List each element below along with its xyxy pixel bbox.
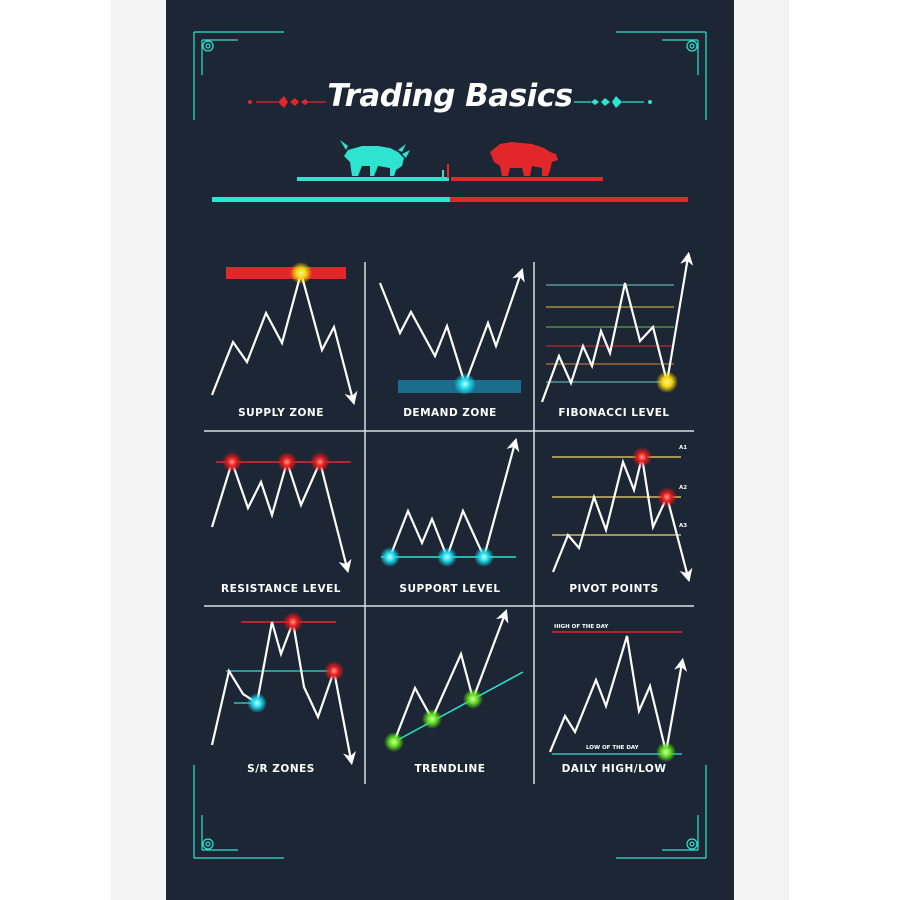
panel-resistance-chart [210,452,352,574]
pivot-a2-label: A2 [679,485,688,491]
demand-low-marker [454,373,476,395]
poster-graphics [193,31,707,859]
panel-label-support-level: SUPPORT LEVEL [399,583,501,595]
supply-peak-marker [290,262,312,284]
bear-candle [447,164,449,178]
panel-pivot-chart [551,447,693,583]
bear-bar [451,177,603,181]
panel-fibonacci-chart [540,251,694,403]
grid-dividers [204,262,694,784]
bear-icon [490,142,558,176]
panel-supply-zone-chart [210,262,358,406]
panel-label-demand-zone: DEMAND ZONE [403,407,497,419]
panel-demand-zone-chart [378,268,525,395]
pivot-a1-label: A1 [679,445,688,451]
panel-label-fibonacci-level: FIBONACCI LEVEL [558,407,670,419]
title-ornament-right [574,96,652,108]
panel-sr-zones-chart [210,612,356,766]
left-gutter [111,0,166,900]
trading-basics-poster: Trading Basics SUPPLY ZONE DEMAND ZONE F… [166,0,734,900]
panel-label-pivot-points: PIVOT POINTS [569,583,659,595]
underline-bear [450,197,688,202]
panel-label-resistance-level: RESISTANCE LEVEL [221,583,341,595]
poster-title: Trading Basics [327,78,573,114]
bull-icon [340,140,410,176]
trendline-line [393,671,524,743]
corner-ornament-icon [193,31,707,859]
panel-daily-high-low-chart [548,631,688,762]
panel-label-daily-high-low: DAILY HIGH/LOW [561,763,667,775]
panel-trendline-chart [384,609,524,752]
fibonacci-retrace-marker [656,371,678,393]
pivot-a3-label: A3 [679,523,688,529]
title-ornament-left [248,96,326,108]
low-of-day-label: LOW OF THE DAY [586,745,639,751]
high-of-day-label: HIGH OF THE DAY [554,624,609,630]
panel-label-trendline: TRENDLINE [414,763,486,775]
underline-bull [212,197,450,202]
right-gutter [734,0,789,900]
bull-bar [297,177,449,181]
panel-label-sr-zones: S/R ZONES [247,763,315,775]
bull-candle [442,170,444,178]
supply-zone-band [226,267,346,279]
panel-label-supply-zone: SUPPLY ZONE [238,407,324,419]
panel-support-chart [380,437,520,567]
